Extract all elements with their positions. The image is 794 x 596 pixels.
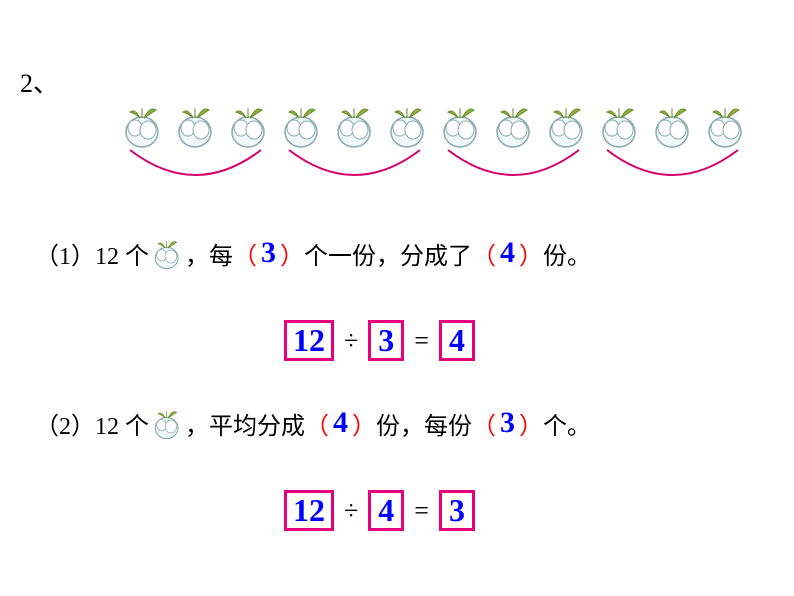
veggie-icon [597, 100, 642, 150]
q2-answer2: 3 [500, 406, 515, 440]
eq1-quotient: 4 [439, 320, 475, 361]
right-paren: ） [352, 406, 376, 441]
equation-2: 12 ÷ 4 = 3 [280, 490, 479, 531]
q2-seg2: 份，每份 [376, 406, 472, 441]
eq1-dividend: 12 [284, 320, 334, 361]
veggie-icon [279, 100, 324, 150]
question-2-text: （2）12 个 ，平均分成 （ 4 ） 份，每份 （ 3 ） 个。 [35, 405, 591, 441]
right-paren: ） [519, 236, 543, 271]
q1-prefix: （1）12 个 [35, 236, 149, 271]
veggie-icon [703, 100, 748, 150]
veggie-icon [544, 100, 589, 150]
q2-seg3: 个。 [543, 406, 591, 441]
left-paren: （ [233, 236, 257, 271]
equals-sign: = [414, 496, 429, 526]
veggie-icon [438, 100, 483, 150]
q1-seg2: 个一份，分成了 [304, 236, 472, 271]
problem-number: 2、 [20, 63, 59, 100]
divide-sign: ÷ [344, 326, 358, 356]
left-paren: （ [472, 406, 496, 441]
veggie-icon [226, 100, 271, 150]
q2-seg1: ，平均分成 [185, 406, 305, 441]
veggie-icon [151, 235, 183, 271]
equation-1: 12 ÷ 3 = 4 [280, 320, 479, 361]
eq1-divisor: 3 [368, 320, 404, 361]
veggie-icon [491, 100, 536, 150]
eq2-dividend: 12 [284, 490, 334, 531]
q1-answer2: 4 [500, 236, 515, 270]
grouping-arcs [120, 145, 760, 205]
items-row [120, 100, 748, 150]
veggie-icon [332, 100, 377, 150]
divide-sign: ÷ [344, 496, 358, 526]
q1-answer1: 3 [261, 236, 276, 270]
q2-answer1: 4 [333, 406, 348, 440]
veggie-icon [385, 100, 430, 150]
equals-sign: = [414, 326, 429, 356]
eq2-divisor: 4 [368, 490, 404, 531]
eq2-quotient: 3 [439, 490, 475, 531]
left-paren: （ [305, 406, 329, 441]
veggie-icon [151, 405, 183, 441]
question-1-text: （1）12 个 ，每 （ 3 ） 个一份，分成了 （ 4 ） 份。 [35, 235, 591, 271]
veggie-icon [650, 100, 695, 150]
q1-seg3: 份。 [543, 236, 591, 271]
left-paren: （ [472, 236, 496, 271]
right-paren: ） [519, 406, 543, 441]
right-paren: ） [280, 236, 304, 271]
q1-seg1: ，每 [185, 236, 233, 271]
veggie-icon [173, 100, 218, 150]
q2-prefix: （2）12 个 [35, 406, 149, 441]
veggie-icon [120, 100, 165, 150]
